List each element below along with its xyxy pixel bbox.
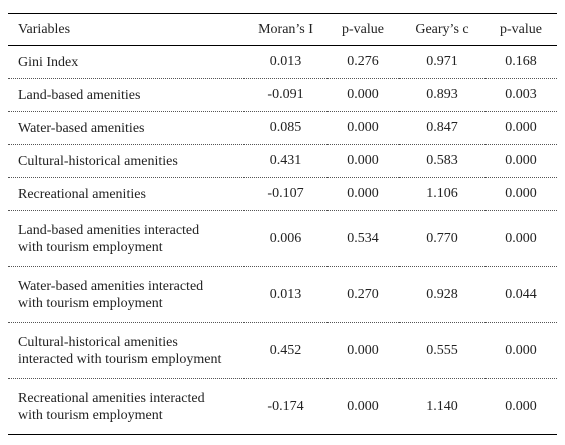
variable-cell: Land-based amenities [18, 87, 141, 103]
variable-line-1: Land-based amenities interacted [18, 222, 200, 238]
p-value-cell: 0.000 [505, 120, 537, 135]
p-value-cell: 0.276 [347, 54, 379, 69]
morans-i-cell: 0.006 [269, 230, 302, 246]
table-header: Variables Moran’s I p-value Geary’s c p-… [8, 13, 557, 46]
table-row: Recreational amenities interacted with t… [8, 379, 557, 435]
p-value-cell: 0.000 [347, 398, 379, 414]
p-value-cell: 0.000 [347, 153, 379, 168]
gearys-c-cell: 0.770 [426, 230, 458, 246]
p-value-cell: 0.000 [505, 342, 537, 358]
variable-cell: Recreational amenities [18, 186, 146, 202]
variable-line-1: Recreational amenities interacted [18, 390, 205, 406]
table-row: Cultural-historical amenities 0.431 0.00… [8, 145, 557, 178]
p-value-cell: 0.000 [505, 398, 537, 414]
morans-i-cell: 0.013 [269, 286, 302, 302]
table-row: Cultural-historical amenities interacted… [8, 323, 557, 379]
p-value-cell: 0.000 [347, 120, 379, 135]
variable-cell: Gini Index [18, 54, 79, 70]
header-morans-i: Moran’s I [258, 21, 313, 37]
gearys-c-cell: 1.140 [426, 398, 458, 414]
gearys-c-cell: 0.971 [426, 54, 458, 69]
p-value-cell: 0.044 [505, 286, 537, 302]
variable-line-2: with tourism employment [18, 239, 163, 255]
morans-i-cell: -0.091 [267, 87, 304, 102]
variable-cell: Cultural-historical amenities interacted… [8, 323, 244, 379]
variable-line-1: Water-based amenities interacted [18, 278, 204, 294]
morans-i-cell: 0.452 [269, 342, 302, 358]
gearys-c-cell: 0.583 [426, 153, 458, 168]
p-value-cell: 0.000 [347, 342, 379, 358]
variable-cell: Water-based amenities interacted with to… [8, 267, 244, 323]
header-gearys-c: Geary’s c [415, 21, 469, 37]
gearys-c-cell: 0.847 [426, 120, 458, 135]
table-row: Water-based amenities interacted with to… [8, 267, 557, 323]
table-row: Water-based amenities 0.085 0.000 0.847 … [8, 112, 557, 145]
gearys-c-cell: 0.555 [426, 342, 458, 358]
table-row: Land-based amenities interacted with tou… [8, 211, 557, 267]
p-value-cell: 0.003 [505, 87, 537, 102]
table-row: Gini Index 0.013 0.276 0.971 0.168 [8, 46, 557, 79]
table-row: Recreational amenities -0.107 0.000 1.10… [8, 178, 557, 211]
p-value-cell: 0.000 [505, 153, 537, 168]
p-value-cell: 0.000 [347, 186, 379, 201]
morans-i-cell: -0.174 [267, 398, 304, 414]
variable-line-2: interacted with tourism employment [18, 351, 222, 367]
morans-i-cell: -0.107 [267, 186, 304, 201]
morans-i-cell: 0.431 [269, 153, 302, 168]
morans-i-cell: 0.085 [269, 120, 302, 135]
variable-cell: Recreational amenities interacted with t… [8, 379, 244, 435]
header-p-value-1: p-value [342, 21, 384, 37]
p-value-cell: 0.534 [347, 230, 379, 246]
p-value-cell: 0.000 [347, 87, 379, 102]
gearys-c-cell: 1.106 [426, 186, 458, 201]
header-p-value-2: p-value [500, 21, 542, 37]
variable-cell: Water-based amenities [18, 120, 145, 136]
spatial-autocorrelation-table: Variables Moran’s I p-value Geary’s c p-… [8, 13, 557, 435]
header-variables: Variables [18, 21, 71, 37]
variable-cell: Land-based amenities interacted with tou… [8, 211, 244, 267]
variable-line-2: with tourism employment [18, 407, 163, 423]
table-row: Land-based amenities -0.091 0.000 0.893 … [8, 79, 557, 112]
variable-line-2: with tourism employment [18, 295, 163, 311]
variable-cell: Cultural-historical amenities [18, 153, 178, 169]
p-value-cell: 0.000 [505, 186, 537, 201]
p-value-cell: 0.168 [505, 54, 537, 69]
morans-i-cell: 0.013 [269, 54, 302, 69]
p-value-cell: 0.000 [505, 230, 537, 246]
gearys-c-cell: 0.893 [426, 87, 458, 102]
gearys-c-cell: 0.928 [426, 286, 458, 302]
header-row: Variables Moran’s I p-value Geary’s c p-… [8, 13, 557, 46]
table-body: Gini Index 0.013 0.276 0.971 0.168 Land-… [8, 46, 557, 435]
variable-line-1: Cultural-historical amenities [18, 334, 178, 350]
p-value-cell: 0.270 [347, 286, 379, 302]
